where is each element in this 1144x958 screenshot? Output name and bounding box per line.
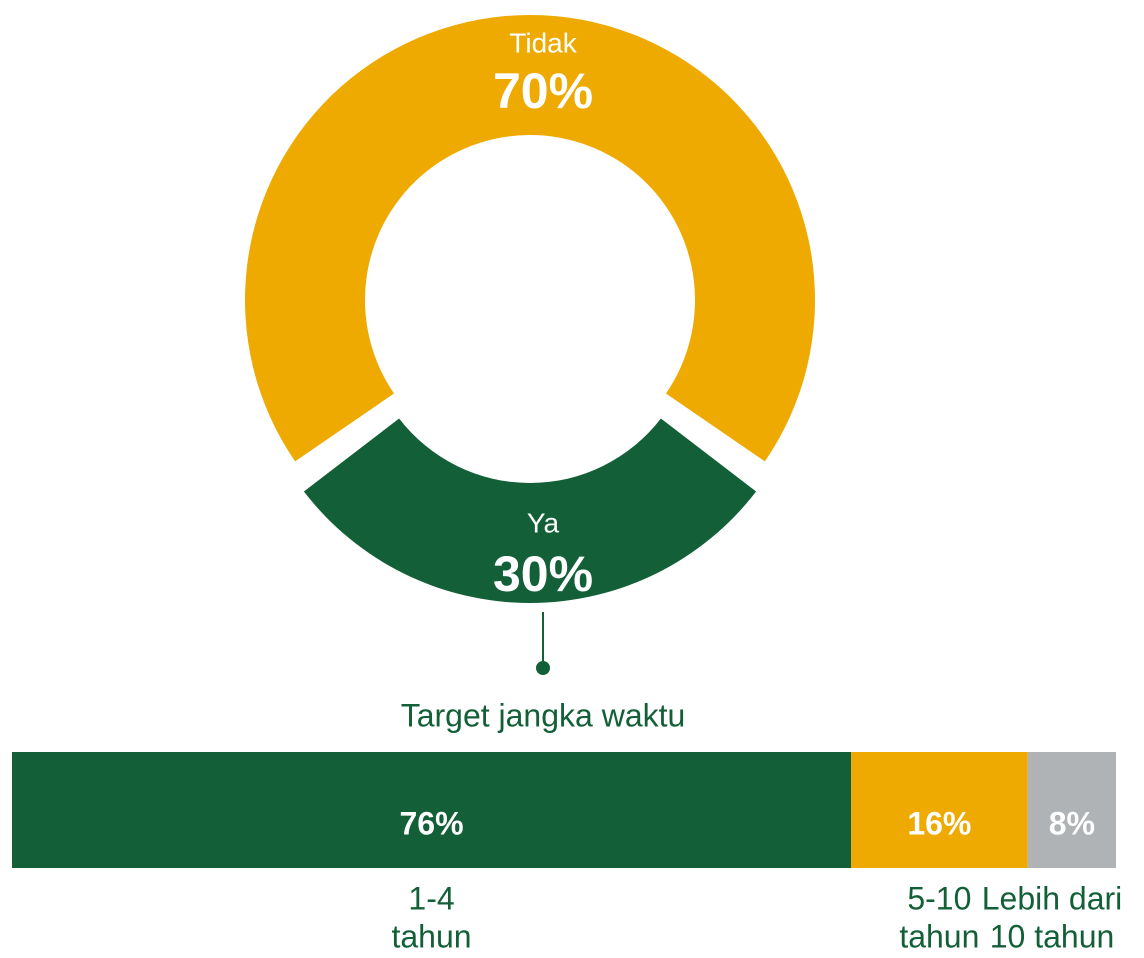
bar-title: Target jangka waktu (401, 697, 686, 733)
segment-category-label: Lebih dari (982, 880, 1123, 916)
segment-value-label: 76% (399, 805, 463, 841)
donut-slice (303, 418, 757, 604)
segment-category-label: tahun (391, 918, 471, 953)
slice-label: Ya (527, 507, 560, 538)
segment-category-label: 10 tahun (990, 918, 1115, 953)
segment-value-label: 8% (1049, 805, 1095, 841)
segment-category-label: 1-4 (408, 880, 454, 916)
segment-category-label: 5-10 (907, 880, 971, 916)
segment-category-label: tahun (899, 918, 979, 953)
bar-segment (12, 752, 852, 868)
slice-label: Tidak (509, 27, 577, 58)
donut-slice (245, 15, 816, 462)
leader-dot (536, 661, 550, 675)
bar-segment (851, 752, 1028, 868)
slice-value-label: 30% (493, 546, 593, 602)
slice-value-label: 70% (493, 63, 593, 119)
bar-segment (1027, 752, 1116, 868)
segment-value-label: 16% (907, 805, 971, 841)
